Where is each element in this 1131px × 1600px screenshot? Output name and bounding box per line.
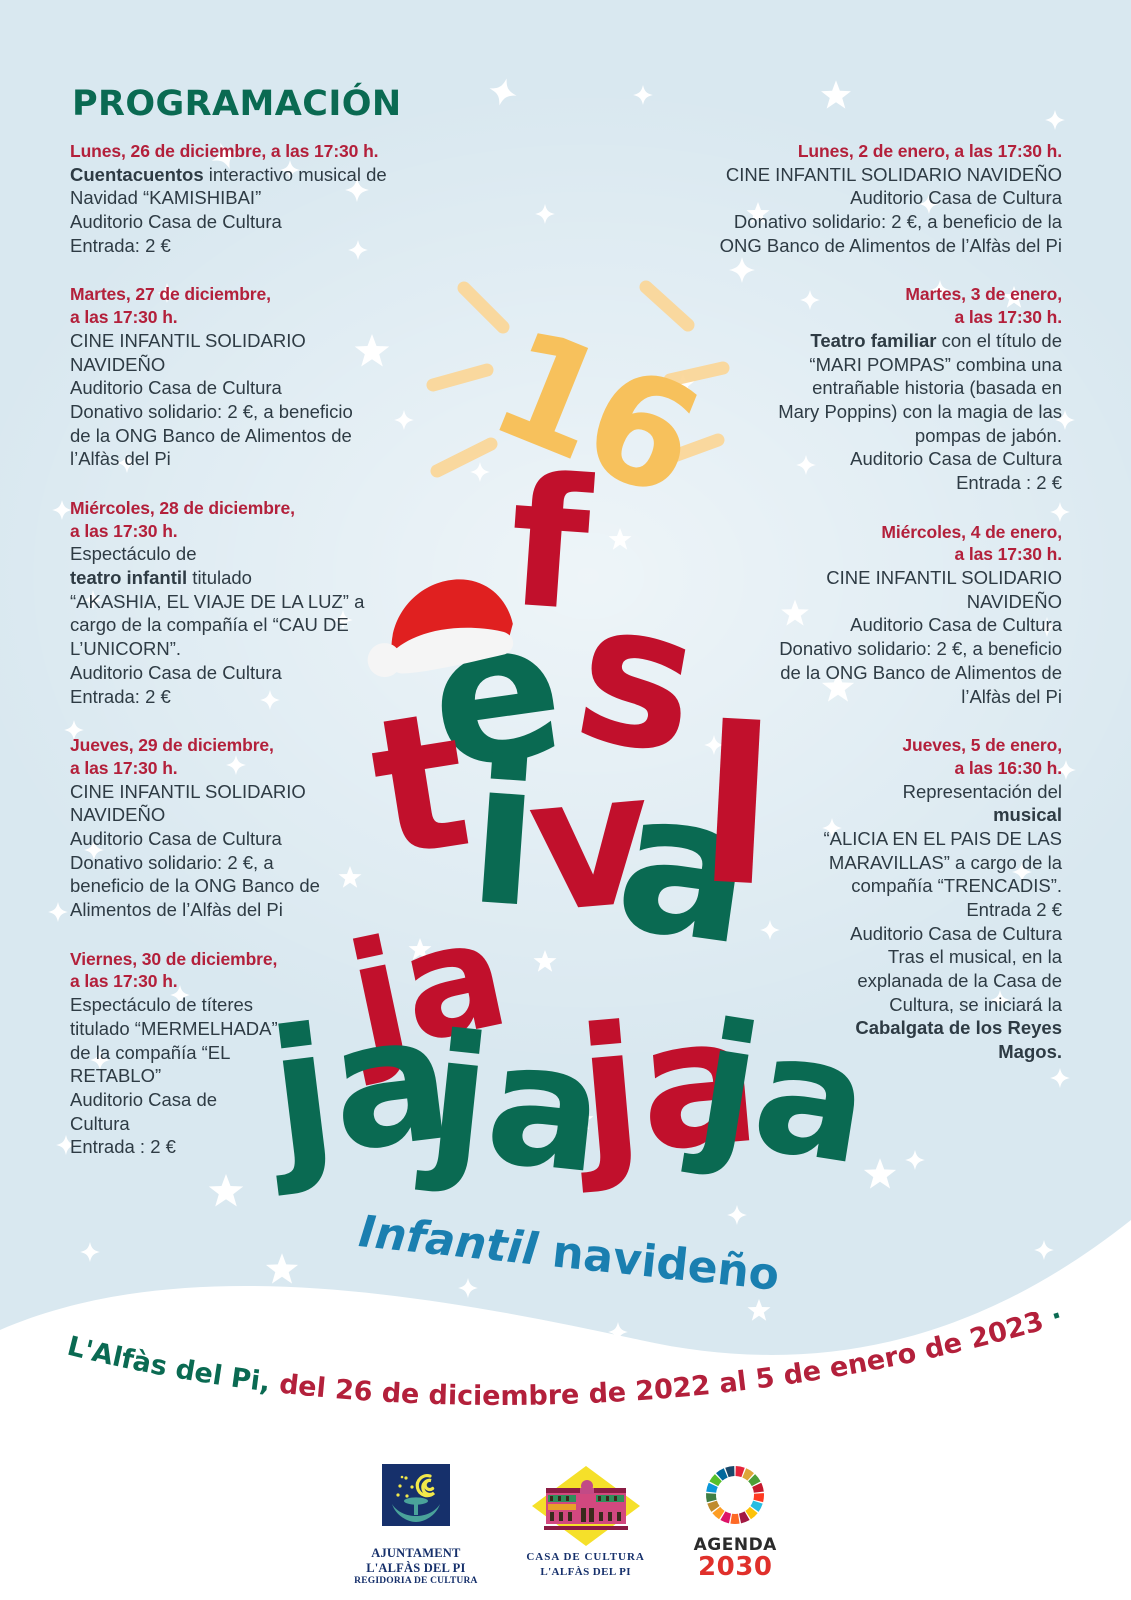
event-description: Espectáculo de títeres titulado “MERMELHA… bbox=[70, 994, 278, 1158]
logotype-letter-s: s bbox=[561, 555, 715, 800]
event-description: CINE INFANTIL SOLIDARIO NAVIDEÑO Auditorio… bbox=[779, 567, 1062, 707]
event-date: Lunes, 2 de enero, a las 17:30 h. bbox=[797, 141, 1062, 161]
sdg-wheel-segment bbox=[753, 1493, 765, 1503]
event-item: Lunes, 26 de diciembre, a las 17:30 h. Cu… bbox=[70, 140, 410, 257]
event-item: Miércoles, 4 de enero, a las 17:30 h. CINE… bbox=[700, 521, 1062, 709]
event-item: Martes, 27 de diciembre, a las 17:30 h. CI… bbox=[70, 283, 410, 471]
sponsor-logos: AJUNTAMENT L'ALFÀS DEL PI REGIDORIA DE C… bbox=[0, 1462, 1131, 1586]
event-date: Jueves, 5 de enero, a las 16:30 h. bbox=[902, 735, 1062, 778]
sdg-wheel-segment bbox=[742, 1468, 755, 1481]
banner-text: L'Alfàs del Pi, del 26 de diciembre de 2… bbox=[62, 1312, 1066, 1412]
logotype-ja-3: ja bbox=[420, 997, 613, 1213]
sdg-wheel-segment bbox=[739, 1511, 750, 1524]
ajuntament-line3: REGIDORIA DE CULTURA bbox=[354, 1576, 478, 1586]
event-date: Jueves, 29 de diciembre, a las 17:30 h. bbox=[70, 735, 274, 778]
banner-place: L'Alfàs del Pi, bbox=[64, 1331, 272, 1399]
ajuntament-line1: AJUNTAMENT bbox=[371, 1546, 461, 1560]
event-date: Martes, 3 de enero, a las 17:30 h. bbox=[905, 284, 1062, 328]
sdg-wheel-segment bbox=[706, 1482, 719, 1493]
sdg-wheel-segment bbox=[707, 1500, 720, 1512]
logo-casa-cultura: CASA DE CULTURA L'ALFÀS DEL PI bbox=[526, 1464, 646, 1578]
logo-ajuntament: AJUNTAMENT L'ALFÀS DEL PI REGIDORIA DE C… bbox=[354, 1462, 477, 1586]
event-date: Miércoles, 28 de diciembre, a las 17:30 h… bbox=[70, 497, 295, 541]
event-date: Miércoles, 4 de enero, a las 17:30 h. bbox=[881, 521, 1062, 565]
sdg-wheel-segment bbox=[706, 1493, 717, 1503]
event-description: Teatro familiar con el título de “MARI PO… bbox=[778, 329, 1062, 493]
event-item: Jueves, 29 de diciembre, a las 17:30 h. CI… bbox=[70, 734, 410, 922]
sdg-wheel-segment bbox=[720, 1511, 732, 1524]
banner-dates: del 26 de diciembre de 2022 al 5 de ener… bbox=[278, 1312, 1047, 1412]
casa-cultura-line1: CASA DE CULTURA bbox=[526, 1551, 645, 1563]
casa-cultura-emblem-icon bbox=[531, 1466, 640, 1546]
events-column-right: Lunes, 2 de enero, a las 17:30 h. CINE IN… bbox=[700, 140, 1063, 1090]
agenda-line2: 2030 bbox=[698, 1552, 773, 1582]
sdg-wheel-segment bbox=[712, 1506, 725, 1520]
event-date: Viernes, 30 de diciembre, a las 17:30 h. bbox=[70, 948, 278, 992]
sdg-wheel-icon bbox=[706, 1466, 765, 1524]
logotype-letter-v: v bbox=[520, 729, 660, 955]
logotype-letter-i: i bbox=[461, 715, 547, 954]
events-column-left: Lunes, 26 de diciembre, a las 17:30 h. Cu… bbox=[70, 140, 410, 1185]
sdg-wheel-segment bbox=[752, 1482, 765, 1493]
sdg-wheel-segment bbox=[730, 1513, 740, 1524]
event-item: Viernes, 30 de diciembre, a las 17:30 h. E… bbox=[70, 948, 410, 1159]
event-description: CINE INFANTIL SOLIDARIO NAVIDEÑO Auditorio… bbox=[70, 329, 353, 470]
banner-venue: Casa de Cultura bbox=[62, 1312, 72, 1319]
sdg-wheel-segment bbox=[745, 1506, 758, 1520]
page-title: PROGRAMACIÓN bbox=[72, 84, 402, 124]
event-description: Representación del musical “ALICIA EN EL … bbox=[823, 780, 1062, 1063]
event-description: Cuentacuentos interactivo musical de Navi… bbox=[70, 163, 387, 256]
event-date: Lunes, 26 de diciembre, a las 17:30 h. bbox=[70, 141, 379, 161]
event-item: Martes, 3 de enero, a las 17:30 h. Teatro … bbox=[700, 283, 1062, 494]
bottom-wave-shape bbox=[0, 1220, 1131, 1600]
logo-agenda-2030: AGENDA 2030 bbox=[694, 1462, 777, 1580]
sdg-wheel-segment bbox=[735, 1466, 745, 1478]
ajuntament-emblem-icon bbox=[381, 1464, 450, 1526]
event-description: CINE INFANTIL SOLIDARIO NAVIDEÑO Auditori… bbox=[719, 163, 1062, 256]
casa-cultura-line2: L'ALFÀS DEL PI bbox=[540, 1566, 631, 1578]
event-item: Lunes, 2 de enero, a las 17:30 h. CINE IN… bbox=[700, 140, 1063, 257]
sdg-wheel-segment bbox=[750, 1500, 763, 1512]
bottom-banner: L'Alfàs del Pi, del 26 de diciembre de 2… bbox=[62, 1312, 1066, 1412]
logotype-edition-number: 16 bbox=[469, 295, 718, 531]
event-description: CINE INFANTIL SOLIDARIO NAVIDEÑO Auditorio… bbox=[70, 780, 320, 921]
event-date: Martes, 27 de diciembre, a las 17:30 h. bbox=[70, 284, 271, 328]
logotype-letter-f: f bbox=[502, 437, 596, 652]
sdg-wheel-segment bbox=[725, 1466, 735, 1478]
sdg-wheel-segment bbox=[709, 1474, 723, 1487]
event-item: Jueves, 5 de enero, a las 16:30 h. Represe… bbox=[700, 734, 1062, 1064]
logotype-letter-e: e bbox=[417, 576, 576, 813]
agenda-line1: AGENDA bbox=[693, 1535, 777, 1555]
sdg-wheel-segment bbox=[748, 1474, 761, 1487]
sdg-wheel-segment bbox=[716, 1468, 728, 1481]
ajuntament-line2: L'ALFÀS DEL PI bbox=[366, 1561, 466, 1575]
event-item: Miércoles, 28 de diciembre, a las 17:30 h… bbox=[70, 497, 410, 708]
event-description: Espectáculo de teatro infantil titulado “… bbox=[70, 543, 365, 707]
